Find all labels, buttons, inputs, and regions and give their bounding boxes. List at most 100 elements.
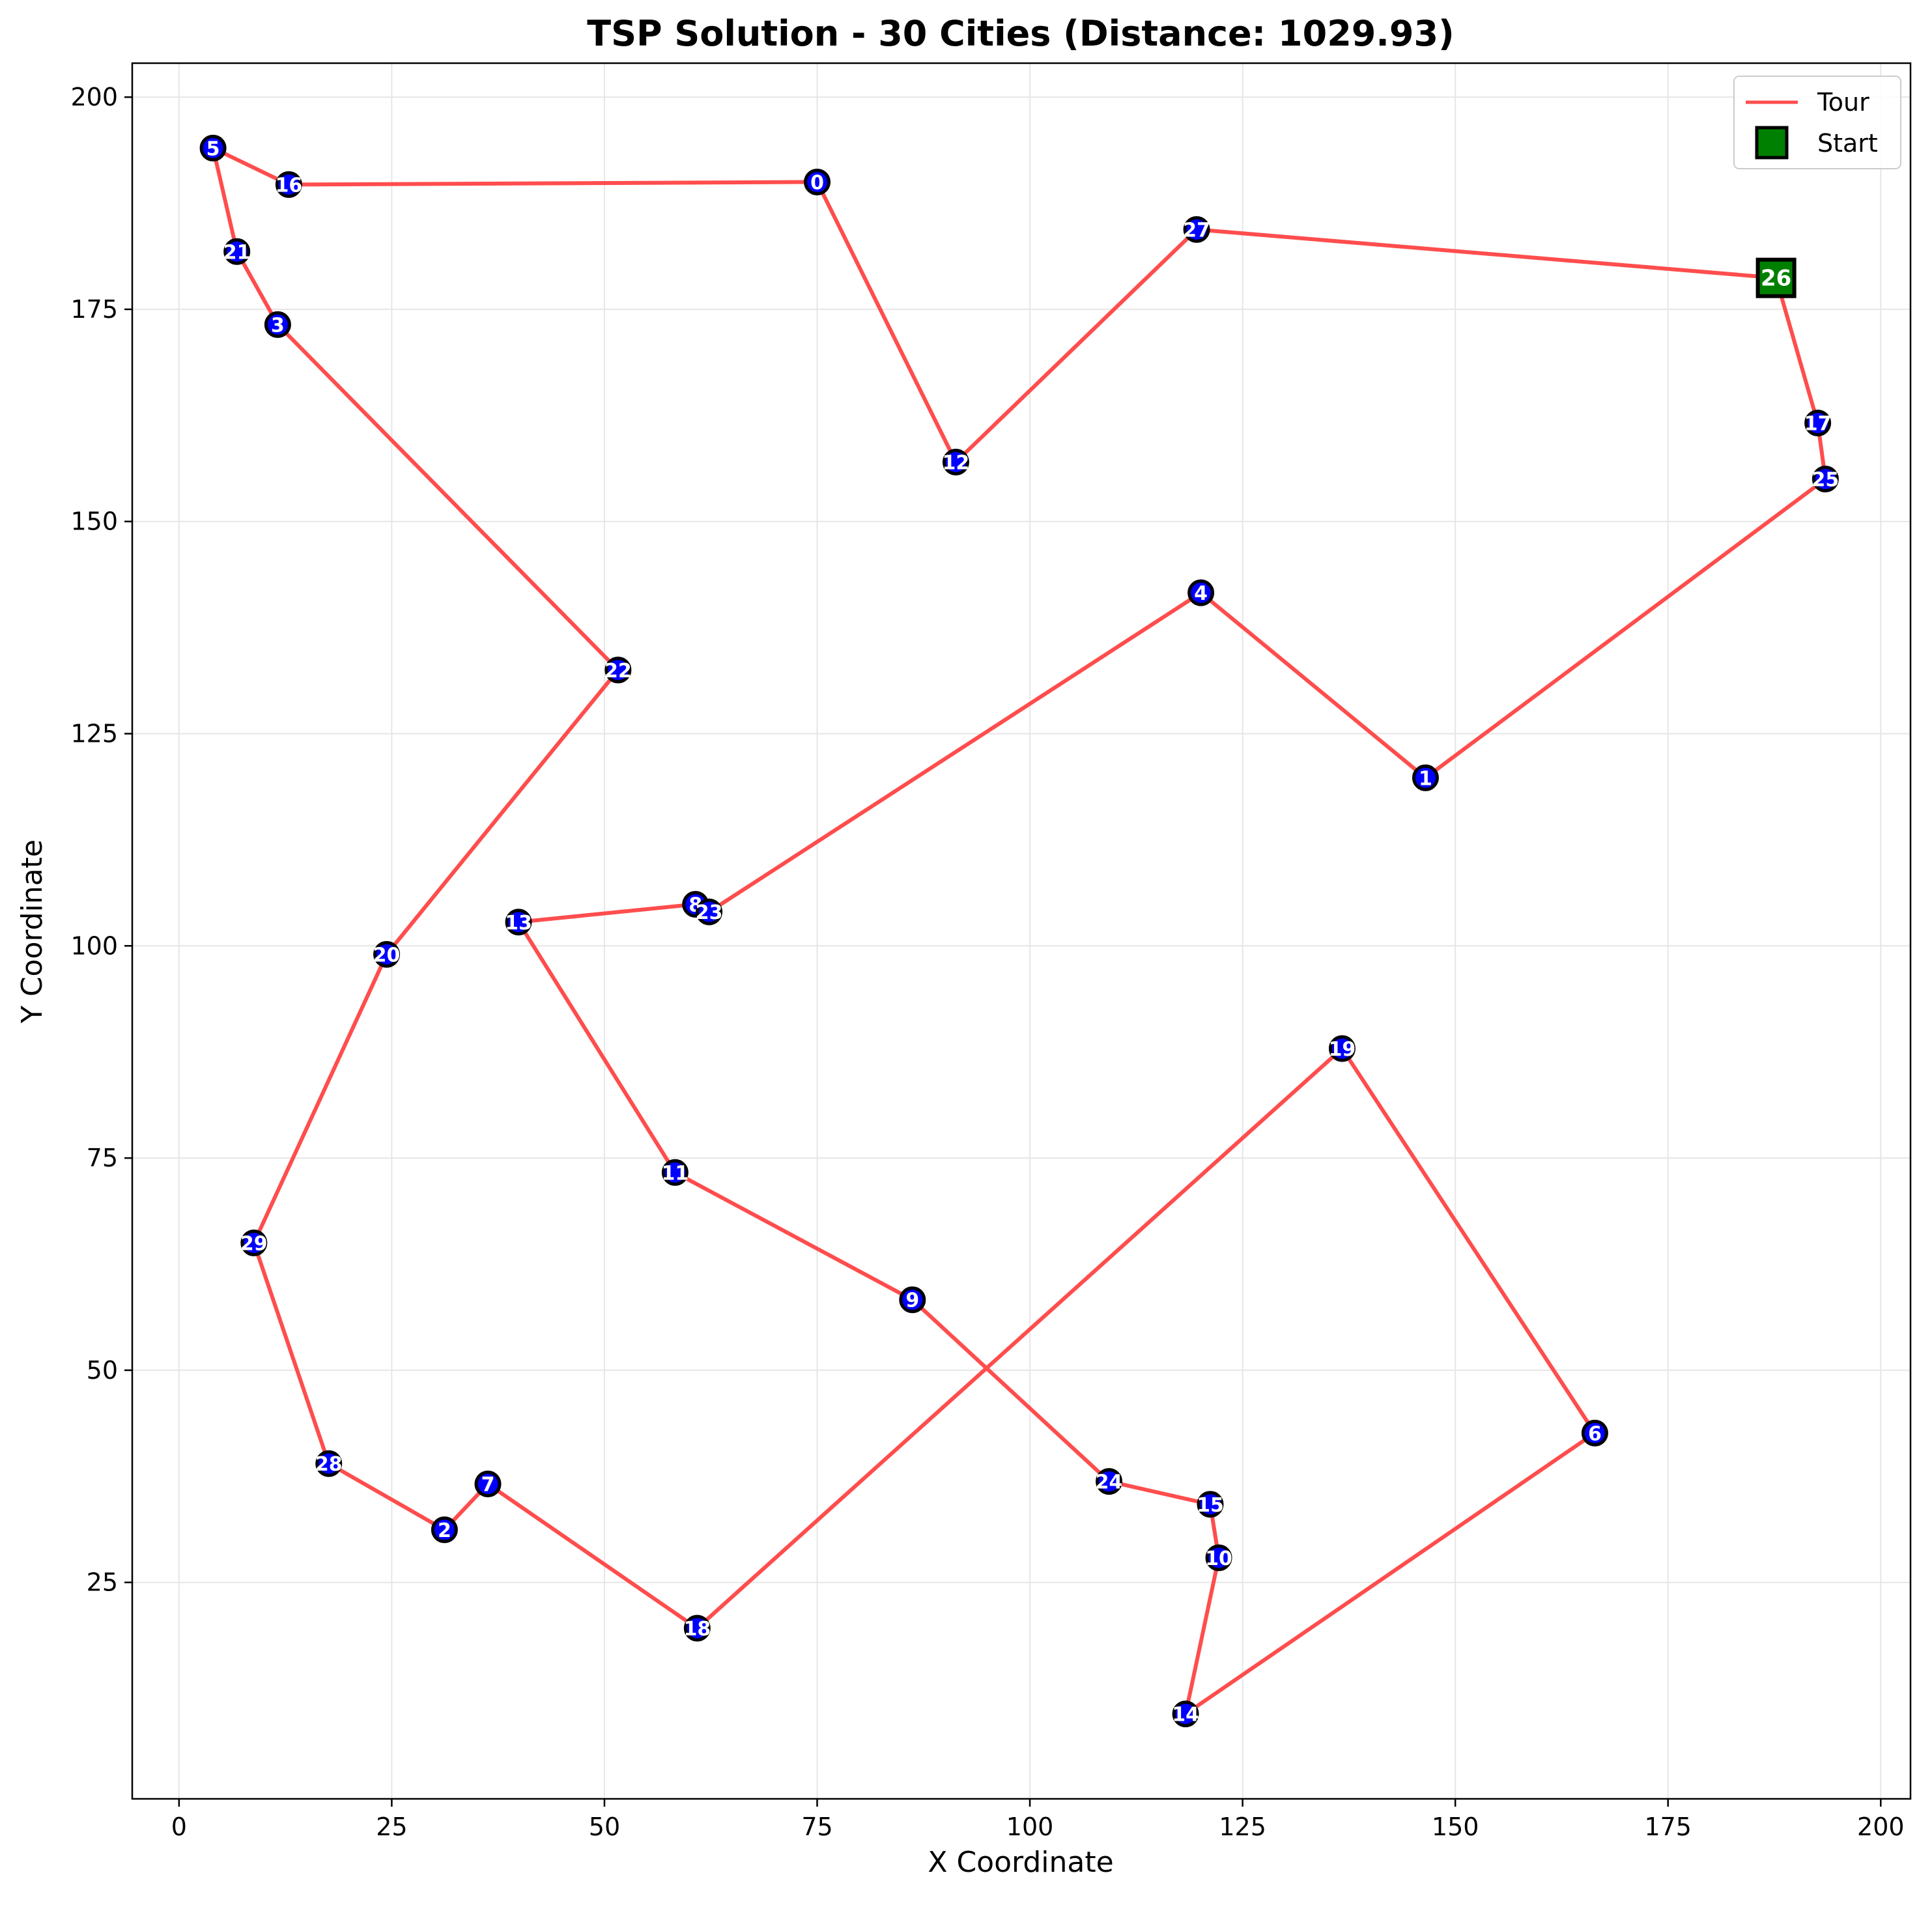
city-point — [1096, 1468, 1123, 1495]
y-axis-label: Y Coordinate — [16, 840, 49, 1024]
city-marker: 21 — [223, 238, 251, 265]
city-label: 6 — [1588, 1422, 1602, 1445]
city-point — [1581, 1419, 1608, 1446]
city-point — [315, 1450, 343, 1477]
city-point — [199, 134, 227, 162]
city-label: 19 — [1329, 1038, 1356, 1061]
city-point — [373, 940, 401, 968]
y-tick-label: 100 — [70, 931, 118, 960]
city-point — [683, 1615, 711, 1642]
city-label: 27 — [1183, 219, 1210, 242]
city-marker: 27 — [1183, 216, 1210, 243]
city-point — [696, 898, 723, 925]
x-tick-label: 100 — [1006, 1813, 1054, 1841]
chart-title: TSP Solution - 30 Cities (Distance: 1029… — [587, 13, 1454, 54]
city-marker: 11 — [661, 1159, 689, 1186]
city-label: 18 — [683, 1618, 711, 1641]
city-point — [505, 909, 532, 936]
city-marker: 1 — [1412, 764, 1439, 791]
x-axis-ticks: 0 25 50 75 100 125 150 175 200 — [171, 1799, 1905, 1841]
city-marker: 9 — [899, 1286, 926, 1314]
city-label: 12 — [943, 451, 970, 474]
city-marker: 25 — [1811, 466, 1840, 493]
city-label: 13 — [505, 912, 532, 935]
city-marker: 20 — [373, 940, 401, 968]
city-marker: 18 — [683, 1615, 711, 1642]
city-marker: 7 — [474, 1471, 502, 1498]
city-label: 23 — [696, 901, 723, 924]
city-label: 5 — [206, 137, 220, 160]
city-point — [1172, 1700, 1199, 1728]
city-point — [942, 448, 969, 475]
city-marker: 17 — [1804, 410, 1832, 437]
city-label: 17 — [1804, 413, 1832, 436]
city-marker: 28 — [315, 1450, 343, 1477]
city-marker: 24 — [1096, 1468, 1123, 1495]
x-tick-label: 50 — [589, 1813, 620, 1841]
y-axis-ticks: 25 50 75 100 125 150 175 200 — [70, 83, 132, 1597]
city-label: 28 — [315, 1453, 343, 1476]
city-marker: 6 — [1581, 1419, 1608, 1446]
city-label: 0 — [810, 171, 824, 194]
city-label: 21 — [223, 241, 251, 264]
x-tick-label: 125 — [1219, 1813, 1266, 1841]
city-point — [661, 1159, 689, 1186]
y-tick-label: 150 — [70, 507, 118, 536]
y-tick-label: 75 — [87, 1144, 118, 1172]
legend-tour-label: Tour — [1817, 88, 1869, 117]
x-tick-label: 150 — [1432, 1813, 1479, 1841]
x-tick-label: 175 — [1644, 1813, 1692, 1841]
x-axis-label: X Coordinate — [928, 1846, 1113, 1879]
city-label: 25 — [1812, 469, 1840, 492]
legend: Tour Start — [1733, 76, 1901, 169]
city-label: 11 — [661, 1162, 689, 1185]
city-marker: 4 — [1187, 579, 1215, 606]
y-tick-label: 175 — [70, 295, 118, 324]
city-markers-group: 0123456789101112131415161718192021222324… — [199, 134, 1840, 1728]
city-label: 4 — [1194, 582, 1208, 605]
y-tick-label: 125 — [70, 720, 118, 748]
city-point — [1183, 216, 1210, 243]
legend-start-label: Start — [1817, 129, 1878, 158]
y-tick-label: 200 — [70, 83, 118, 111]
city-label: 7 — [481, 1474, 495, 1497]
city-marker: 10 — [1205, 1544, 1232, 1572]
city-marker: 16 — [275, 171, 302, 198]
city-point — [223, 238, 251, 265]
city-marker: 13 — [505, 909, 532, 936]
y-tick-label: 50 — [87, 1356, 118, 1385]
plot-frame — [131, 62, 1912, 1800]
city-label: 20 — [373, 944, 401, 967]
grid-lines — [132, 63, 1911, 1799]
x-tick-label: 25 — [376, 1813, 407, 1841]
city-marker: 19 — [1329, 1035, 1356, 1062]
city-label: 24 — [1096, 1471, 1123, 1494]
city-point — [431, 1516, 458, 1544]
city-point — [1412, 764, 1439, 791]
city-point — [899, 1286, 926, 1314]
city-point — [1205, 1544, 1232, 1572]
city-point — [275, 171, 302, 198]
city-point — [1187, 579, 1215, 606]
city-label: 9 — [905, 1290, 919, 1312]
city-point — [604, 656, 632, 684]
city-marker: 23 — [696, 898, 723, 925]
city-point — [1804, 410, 1832, 437]
city-marker: 14 — [1172, 1700, 1199, 1728]
start-city-label: 26 — [1761, 266, 1791, 292]
city-marker: 2 — [431, 1516, 458, 1544]
city-label: 1 — [1419, 767, 1432, 790]
city-marker: 15 — [1197, 1491, 1224, 1518]
city-label: 29 — [240, 1232, 268, 1255]
city-label: 3 — [271, 314, 285, 337]
x-tick-label: 75 — [801, 1813, 832, 1841]
city-point — [264, 311, 291, 338]
city-point — [1811, 466, 1839, 493]
city-marker: 0 — [804, 168, 831, 195]
x-tick-label: 0 — [171, 1813, 187, 1841]
city-marker: 22 — [604, 656, 632, 684]
city-label: 14 — [1172, 1704, 1199, 1727]
city-label: 16 — [275, 174, 302, 197]
y-tick-label: 25 — [87, 1568, 118, 1597]
